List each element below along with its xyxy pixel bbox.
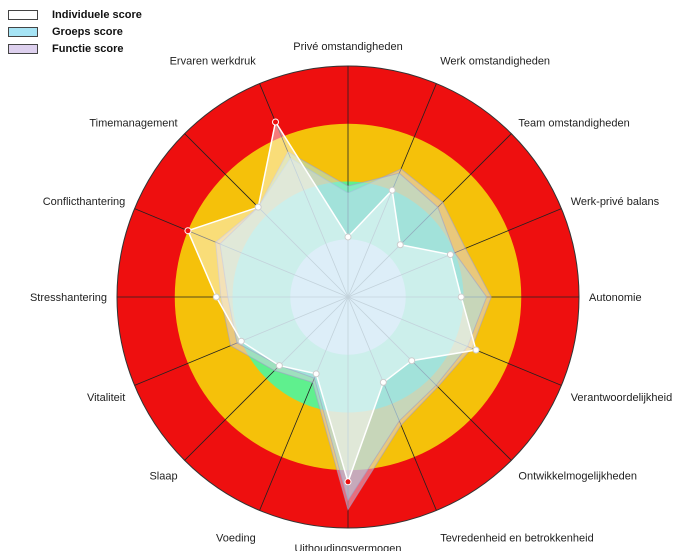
point-individual-3[interactable]	[446, 251, 454, 259]
legend-label-individual: Individuele score	[52, 8, 142, 21]
point-individual-13[interactable]	[184, 227, 192, 235]
series-area-1	[219, 151, 488, 502]
axis-labels: Privé omstandigheden Werk omstandigheden T…	[30, 41, 672, 551]
point-individual-12[interactable]	[212, 293, 220, 301]
axis-label-0: Privé omstandigheden	[293, 41, 402, 53]
axis-label-6: Ontwikkelmogelijkheden	[518, 470, 637, 482]
axis-label-13: Conflicthantering	[43, 196, 126, 208]
point-individual-10[interactable]	[275, 362, 283, 370]
point-individual-1[interactable]	[388, 186, 396, 194]
axis-label-14: Timemanagement	[89, 118, 177, 130]
point-individual-6[interactable]	[408, 357, 416, 365]
axis-label-11: Vitaliteit	[87, 392, 125, 404]
axis-label-3: Werk-privé balans	[571, 196, 660, 208]
point-individual-2[interactable]	[396, 241, 404, 249]
legend-swatch-group	[8, 26, 38, 37]
legend-item-group[interactable]: Groeps score	[8, 23, 142, 40]
legend-swatch-function	[8, 43, 38, 54]
point-individual-15[interactable]	[272, 118, 280, 126]
point-individual-0[interactable]	[344, 233, 352, 241]
point-individual-4[interactable]	[457, 293, 465, 301]
axis-label-12: Stresshantering	[30, 292, 107, 304]
series-layer	[184, 118, 492, 511]
axis-label-7: Tevredenheid en betrokkenheid	[440, 533, 594, 545]
axis-label-2: Team omstandigheden	[518, 118, 629, 130]
axis-label-9: Voeding	[216, 533, 256, 545]
point-individual-7[interactable]	[379, 378, 387, 386]
legend-item-function[interactable]: Functie score	[8, 40, 142, 57]
axis-label-5: Verantwoordelijkheid	[571, 392, 673, 404]
axis-label-8: Uithoudingsvermogen	[294, 543, 401, 551]
point-individual-5[interactable]	[472, 346, 480, 354]
point-individual-9[interactable]	[312, 370, 320, 378]
legend-label-group: Groeps score	[52, 25, 123, 38]
point-individual-8[interactable]	[344, 478, 352, 486]
axis-label-4: Autonomie	[589, 292, 642, 304]
axis-label-15: Ervaren werkdruk	[170, 55, 257, 67]
axis-label-10: Slaap	[149, 470, 177, 482]
axis-label-1: Werk omstandigheden	[440, 55, 550, 67]
legend-label-function: Functie score	[52, 42, 124, 55]
legend-swatch-individual	[8, 9, 38, 20]
legend: Individuele score Groeps score Functie s…	[8, 6, 142, 57]
legend-item-individual[interactable]: Individuele score	[8, 6, 142, 23]
point-individual-14[interactable]	[254, 203, 262, 211]
point-individual-11[interactable]	[237, 337, 245, 345]
